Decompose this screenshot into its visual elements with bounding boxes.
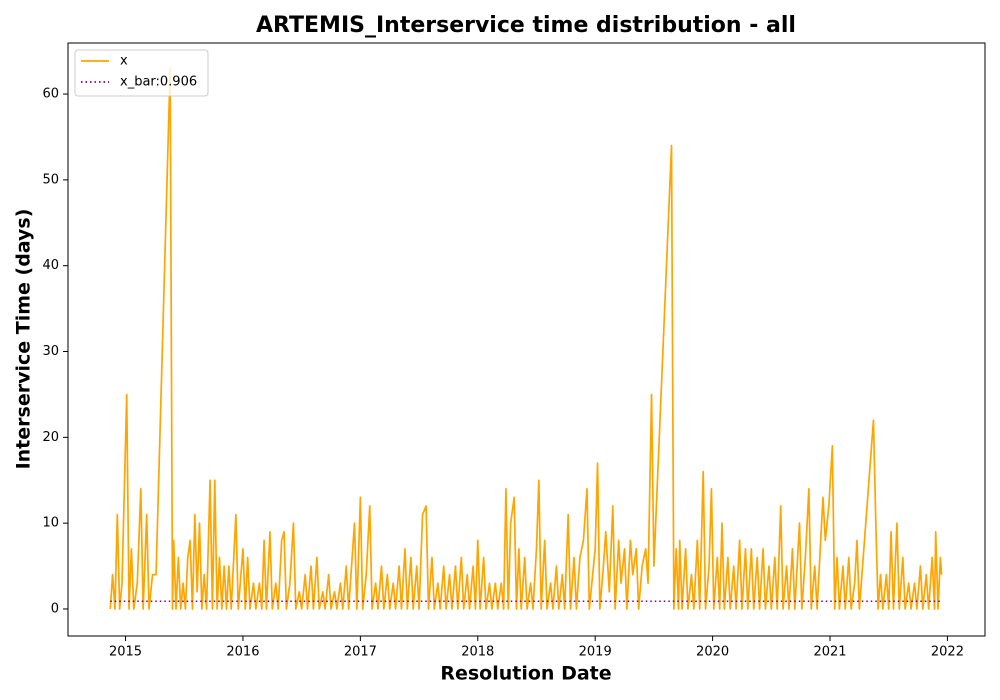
y-axis-label: Interservice Time (days) bbox=[13, 209, 35, 470]
x-tick-label: 2016 bbox=[226, 645, 259, 660]
x-tick-label: 2017 bbox=[344, 645, 377, 660]
x-tick-label: 2018 bbox=[461, 645, 494, 660]
y-tick-label: 0 bbox=[51, 601, 59, 616]
y-tick-label: 50 bbox=[42, 172, 59, 187]
x-axis-label: Resolution Date bbox=[440, 663, 611, 685]
y-tick-label: 10 bbox=[42, 516, 59, 531]
legend-label: x bbox=[120, 54, 128, 69]
chart-title: ARTEMIS_Interservice time distribution -… bbox=[256, 13, 796, 38]
axes-frame bbox=[67, 42, 986, 637]
x-tick-label: 2019 bbox=[579, 645, 612, 660]
x-tick-label: 2015 bbox=[109, 645, 142, 660]
y-tick-label: 60 bbox=[42, 87, 59, 102]
y-tick-label: 40 bbox=[42, 258, 59, 273]
legend-label: x_bar:0.906 bbox=[120, 75, 197, 90]
x-tick-label: 2021 bbox=[813, 645, 846, 660]
y-tick-label: 30 bbox=[42, 344, 59, 359]
y-tick-label: 20 bbox=[42, 430, 59, 445]
legend: x x_bar:0.906 bbox=[74, 49, 209, 97]
series-line bbox=[109, 67, 943, 610]
x-tick-label: 2020 bbox=[696, 645, 729, 660]
x-tick-label: 2022 bbox=[931, 645, 964, 660]
